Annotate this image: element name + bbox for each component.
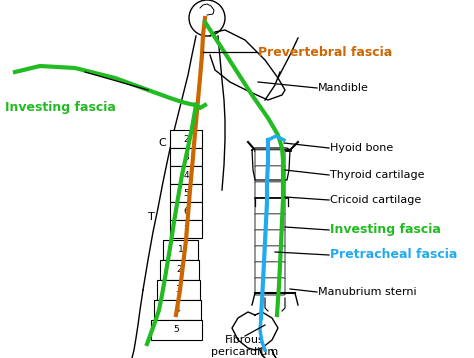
Text: Manubrium sterni: Manubrium sterni bbox=[318, 287, 417, 297]
Text: T: T bbox=[147, 212, 155, 222]
Text: Fibrous
pericardium: Fibrous pericardium bbox=[211, 335, 279, 357]
Bar bbox=[157, 280, 200, 300]
FancyBboxPatch shape bbox=[255, 198, 285, 215]
Text: Investing fascia: Investing fascia bbox=[5, 102, 116, 115]
Text: Investing fascia: Investing fascia bbox=[330, 223, 441, 237]
Text: Prevertebral fascia: Prevertebral fascia bbox=[258, 45, 392, 58]
Text: C: C bbox=[158, 138, 166, 148]
Text: 3: 3 bbox=[176, 285, 182, 295]
Text: Mandible: Mandible bbox=[318, 83, 369, 93]
Bar bbox=[170, 202, 202, 220]
Bar bbox=[160, 260, 199, 280]
Text: 1: 1 bbox=[178, 246, 183, 255]
Bar bbox=[163, 240, 198, 260]
Text: 2: 2 bbox=[177, 266, 182, 275]
FancyBboxPatch shape bbox=[255, 230, 285, 247]
FancyBboxPatch shape bbox=[255, 262, 285, 279]
Text: 5: 5 bbox=[183, 189, 189, 198]
FancyBboxPatch shape bbox=[255, 150, 285, 167]
Text: Cricoid cartilage: Cricoid cartilage bbox=[330, 195, 421, 205]
FancyBboxPatch shape bbox=[255, 214, 285, 231]
FancyBboxPatch shape bbox=[255, 278, 285, 295]
Text: 4: 4 bbox=[183, 170, 189, 179]
Text: 3: 3 bbox=[183, 153, 189, 161]
Bar bbox=[170, 130, 202, 148]
Text: 7: 7 bbox=[183, 224, 189, 233]
FancyBboxPatch shape bbox=[255, 246, 285, 263]
Bar bbox=[170, 184, 202, 202]
Bar bbox=[151, 320, 202, 340]
Text: 2: 2 bbox=[183, 135, 189, 144]
Text: 4: 4 bbox=[175, 305, 180, 314]
Text: 6: 6 bbox=[183, 207, 189, 216]
Text: Hyoid bone: Hyoid bone bbox=[330, 143, 393, 153]
FancyBboxPatch shape bbox=[255, 166, 285, 183]
Text: 5: 5 bbox=[173, 325, 179, 334]
Text: Pretracheal fascia: Pretracheal fascia bbox=[330, 248, 457, 261]
Bar bbox=[154, 300, 201, 320]
Bar bbox=[170, 166, 202, 184]
Text: Thyroid cartilage: Thyroid cartilage bbox=[330, 170, 425, 180]
FancyBboxPatch shape bbox=[255, 182, 285, 199]
Bar bbox=[170, 148, 202, 166]
Bar bbox=[170, 220, 202, 238]
